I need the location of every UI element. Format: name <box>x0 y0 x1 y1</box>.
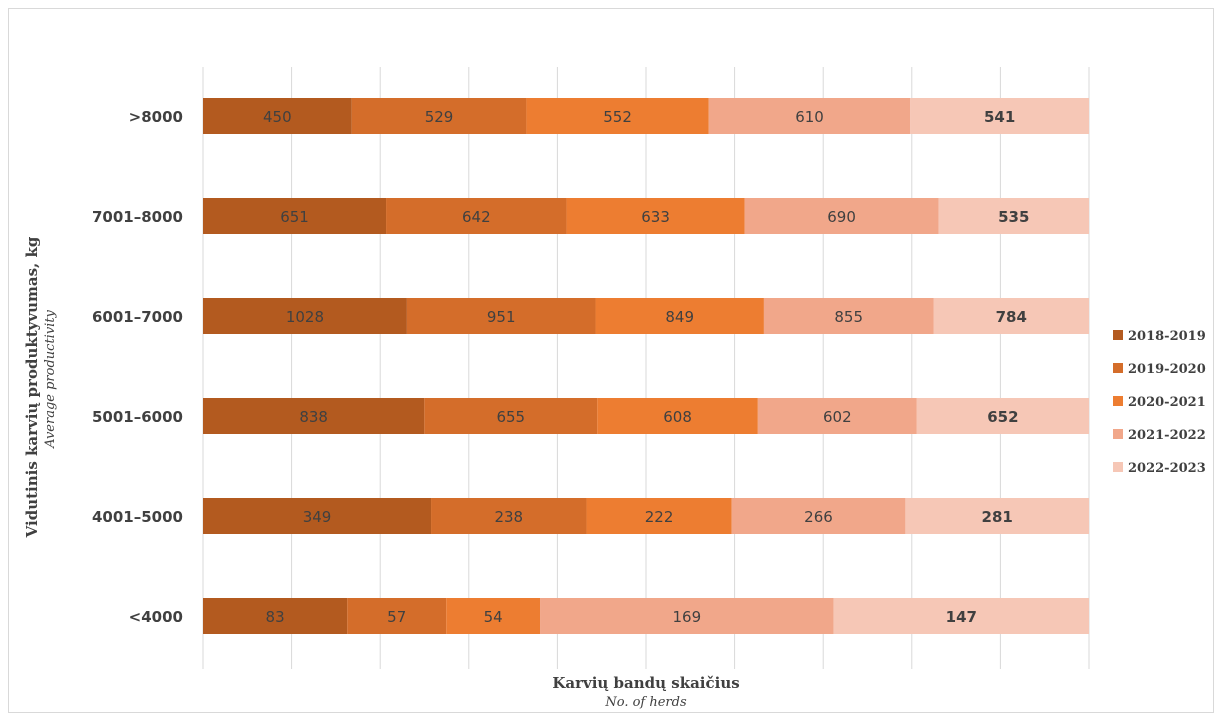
data-label: 266 <box>804 508 833 526</box>
data-label: 349 <box>303 508 332 526</box>
stacked-bar-chart: 450 529 552 610 541 651 642 633 690 535 1028 951 849… <box>23 67 1206 710</box>
data-label: 281 <box>982 508 1013 526</box>
data-label: 57 <box>387 608 406 626</box>
bar-segment <box>347 598 447 634</box>
legend-label: 2022-2023 <box>1128 461 1206 476</box>
data-label: 642 <box>462 208 491 226</box>
x-axis-subtitle: No. of herds <box>604 695 687 710</box>
bar-segment <box>203 198 387 234</box>
category-tick-label: 6001–7000 <box>92 308 183 326</box>
data-label: 610 <box>795 108 824 126</box>
bar-segment <box>586 498 732 534</box>
data-label: 652 <box>987 408 1018 426</box>
bar-segment <box>731 498 906 534</box>
bar-segment <box>203 298 407 334</box>
data-label: 83 <box>266 608 285 626</box>
bar-segment <box>744 198 939 234</box>
category-tick-label: 7001–8000 <box>92 208 183 226</box>
data-label: 222 <box>645 508 674 526</box>
data-label: 855 <box>834 308 863 326</box>
bar-segment <box>446 598 541 634</box>
category-tick-label: <4000 <box>129 608 183 626</box>
legend-swatch <box>1113 396 1123 406</box>
data-label: 651 <box>280 208 309 226</box>
legend: 2018-2019 2019-2020 2020-2021 2021-2022 2022… <box>1113 329 1206 476</box>
legend-label: 2021-2022 <box>1128 428 1206 443</box>
data-label: 655 <box>496 408 525 426</box>
bar-segment <box>203 498 432 534</box>
data-label: 54 <box>484 608 503 626</box>
legend-swatch <box>1113 330 1123 340</box>
data-label: 690 <box>827 208 856 226</box>
legend-label: 2019-2020 <box>1128 362 1206 377</box>
bar-segment <box>526 98 709 134</box>
bars: 450 529 552 610 541 651 642 633 690 535 1028 951 849… <box>203 98 1089 634</box>
bar-segment <box>595 298 764 334</box>
bar-segment <box>386 198 567 234</box>
data-label: 633 <box>641 208 670 226</box>
data-label: 169 <box>673 608 702 626</box>
data-label: 838 <box>299 408 328 426</box>
data-label: 608 <box>663 408 692 426</box>
y-axis-title: Vidutinis karvių produktyvumas, kg <box>23 236 41 538</box>
data-label: 951 <box>487 308 516 326</box>
data-label: 541 <box>984 108 1015 126</box>
data-label: 849 <box>665 308 694 326</box>
legend-swatch <box>1113 462 1123 472</box>
bar-segment <box>203 398 425 434</box>
bar-segment <box>351 98 527 134</box>
bar-segment <box>597 398 758 434</box>
bar-segment <box>431 498 587 534</box>
category-tick-label: 5001–6000 <box>92 408 183 426</box>
legend-label: 2020-2021 <box>1128 395 1206 410</box>
bar-segment <box>938 198 1089 234</box>
data-label: 602 <box>823 408 852 426</box>
data-label: 552 <box>603 108 632 126</box>
data-label: 529 <box>425 108 454 126</box>
chart-frame: 450 529 552 610 541 651 642 633 690 535 1028 951 849… <box>8 8 1214 713</box>
y-axis-subtitle: Average productivity <box>43 309 58 448</box>
bar-segment <box>424 398 598 434</box>
bar-segment <box>203 598 348 634</box>
bar-segment <box>833 598 1089 634</box>
bar-segment <box>406 298 596 334</box>
bar-segment <box>910 98 1089 134</box>
gridlines <box>202 67 1090 669</box>
bar-segment <box>916 398 1089 434</box>
data-label: 238 <box>494 508 523 526</box>
x-axis-title: Karvių bandų skaičius <box>552 674 739 692</box>
category-labels: >8000 7001–8000 6001–7000 5001–6000 4001–500… <box>92 108 183 626</box>
data-label: 535 <box>998 208 1029 226</box>
bar-segment <box>203 98 352 134</box>
data-label: 1028 <box>286 308 324 326</box>
legend-swatch <box>1113 429 1123 439</box>
bar-segment <box>540 598 834 634</box>
bar-segment <box>757 398 917 434</box>
legend-label: 2018-2019 <box>1128 329 1206 344</box>
bar-segment <box>708 98 911 134</box>
data-label: 147 <box>946 608 977 626</box>
category-tick-label: >8000 <box>129 108 183 126</box>
bar-segment <box>763 298 934 334</box>
data-label: 450 <box>263 108 292 126</box>
category-tick-label: 4001–5000 <box>92 508 183 526</box>
bar-segment <box>566 198 745 234</box>
bar-segment <box>933 298 1089 334</box>
data-label: 784 <box>996 308 1027 326</box>
legend-swatch <box>1113 363 1123 373</box>
bar-segment <box>905 498 1089 534</box>
